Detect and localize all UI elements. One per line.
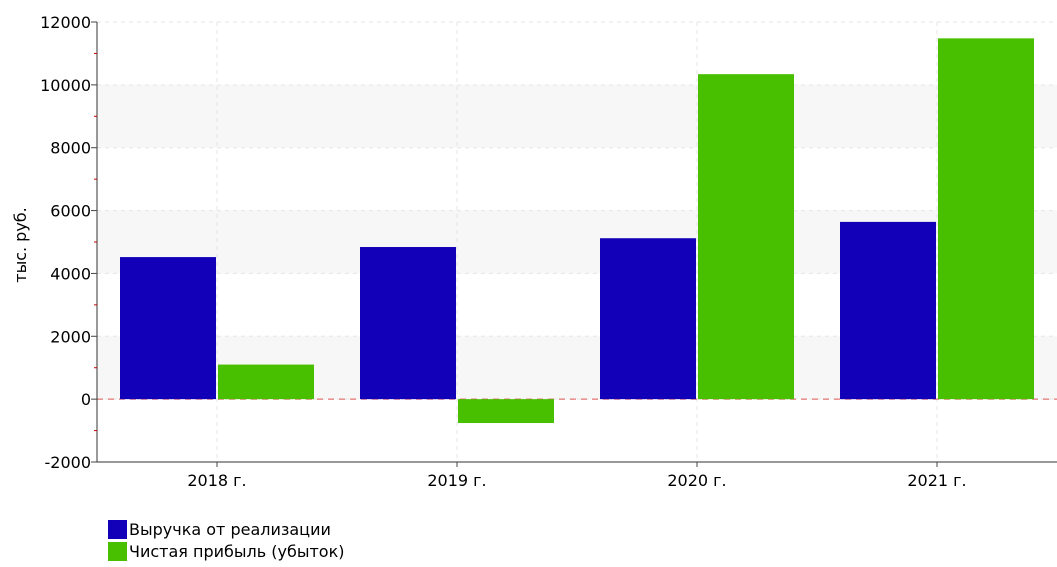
y-tick-label: 0 <box>81 390 91 409</box>
y-tick-label: 6000 <box>50 202 91 221</box>
legend-label: Выручка от реализации <box>129 519 331 539</box>
legend: Выручка от реализации Чистая прибыль (уб… <box>108 518 344 562</box>
bar <box>120 257 216 400</box>
legend-swatch <box>108 541 127 561</box>
y-axis-label: тыс. руб. <box>11 207 30 283</box>
x-tick-label: 2021 г. <box>907 471 966 490</box>
y-tick-label: 8000 <box>50 139 91 158</box>
y-tick-label: 12000 <box>40 13 91 32</box>
x-ticks: 2018 г. 2019 г. 2020 г. 2021 г. <box>187 462 967 490</box>
bar <box>698 74 794 400</box>
legend-item-revenue: Выручка от реализации <box>108 518 344 540</box>
legend-swatch <box>108 519 127 539</box>
bar <box>360 247 456 400</box>
x-tick-label: 2018 г. <box>187 471 246 490</box>
bars <box>120 38 1034 424</box>
legend-label: Чистая прибыль (убыток) <box>129 541 345 561</box>
bar <box>458 399 554 424</box>
y-ticks: -2000 0 2000 4000 6000 8000 10000 12000 <box>40 13 97 472</box>
bar <box>218 364 314 400</box>
y-tick-label: -2000 <box>45 453 92 472</box>
y-tick-label: 2000 <box>50 327 91 346</box>
bar <box>600 238 696 400</box>
bar <box>840 221 936 400</box>
x-tick-label: 2019 г. <box>427 471 486 490</box>
bar <box>938 38 1034 400</box>
y-tick-label: 10000 <box>40 76 91 95</box>
legend-item-net-profit: Чистая прибыль (убыток) <box>108 540 344 562</box>
x-tick-label: 2020 г. <box>667 471 726 490</box>
grid-band <box>97 84 1057 148</box>
y-tick-label: 4000 <box>50 264 91 283</box>
